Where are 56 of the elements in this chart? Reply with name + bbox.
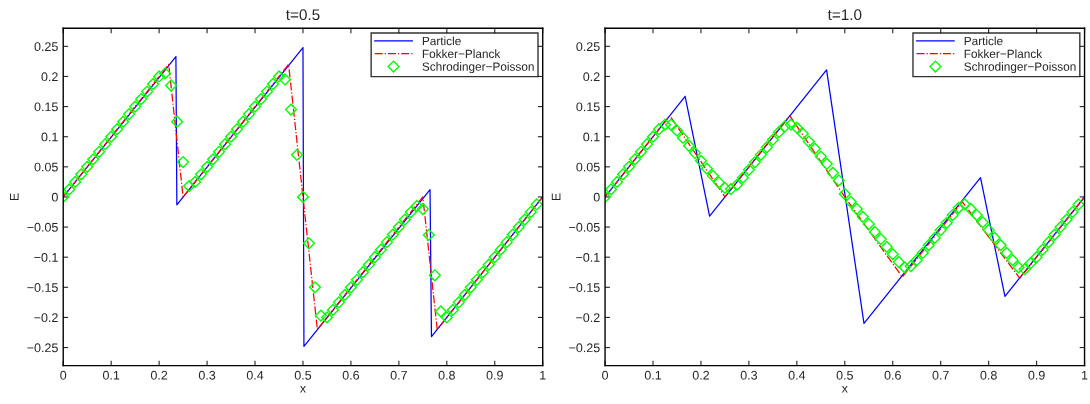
x-tick-label: 0.3 <box>740 370 758 380</box>
x-tick-label: 1 <box>1082 370 1088 380</box>
y-axis-title: E <box>9 193 19 201</box>
x-tick-label: 0.6 <box>884 370 901 380</box>
y-tick-label: −0.2 <box>576 313 600 323</box>
x-tick-label: 0.9 <box>1028 370 1045 380</box>
y-tick-label: 0.1 <box>583 132 600 142</box>
y-tick-label: 0.25 <box>34 42 58 51</box>
y-tick-label: 0.05 <box>34 162 58 172</box>
y-tick-label: 0.25 <box>576 42 600 51</box>
y-tick-label: 0.2 <box>41 72 58 82</box>
legend-label: Particle <box>964 36 1003 46</box>
y-tick-label: −0.2 <box>34 313 58 323</box>
y-tick-label: 0 <box>51 192 58 202</box>
y-tick-label: −0.25 <box>569 343 600 353</box>
legend-label: Fokker−Planck <box>964 49 1043 58</box>
chart-title: t=0.5 <box>286 9 320 21</box>
x-tick-label: 0.3 <box>198 370 216 380</box>
x-tick-label: 0.1 <box>644 370 662 380</box>
y-tick-label: −0.25 <box>27 343 58 353</box>
legend-label: Schrodinger−Poisson <box>422 62 534 74</box>
y-tick-label: −0.1 <box>576 252 600 262</box>
x-tick-label: 0 <box>60 370 67 380</box>
x-tick-label: 0 <box>602 370 609 380</box>
x-tick-label: 0.1 <box>102 370 120 380</box>
x-tick-label: 0.8 <box>980 370 997 380</box>
y-tick-label: −0.05 <box>27 222 58 232</box>
y-tick-label: 0.2 <box>583 72 600 82</box>
y-tick-label: 0.15 <box>576 102 600 112</box>
x-tick-label: 0.7 <box>932 370 949 380</box>
y-tick-label: −0.15 <box>569 283 600 292</box>
y-tick-label: 0.15 <box>34 102 58 112</box>
y-tick-label: −0.05 <box>569 222 600 232</box>
y-tick-label: 0.05 <box>576 162 600 172</box>
x-tick-label: 0.6 <box>342 370 360 380</box>
x-tick-label: 0.2 <box>692 370 710 380</box>
x-tick-label: 0.5 <box>294 370 312 380</box>
y-tick-label: 0 <box>593 192 600 202</box>
chart-title: t=1.0 <box>827 9 862 21</box>
y-tick-label: −0.1 <box>34 252 58 262</box>
x-tick-label: 1 <box>540 370 546 380</box>
x-tick-label: 0.9 <box>486 370 503 380</box>
x-tick-label: 0.5 <box>836 370 853 380</box>
y-tick-label: 0.1 <box>41 132 58 142</box>
y-tick-label: −0.15 <box>27 283 58 292</box>
x-axis-title: x <box>841 385 848 393</box>
legend-label: Particle <box>422 36 461 46</box>
x-tick-label: 0.4 <box>246 370 264 380</box>
x-axis-title: x <box>299 385 306 393</box>
x-tick-label: 0.7 <box>390 370 407 380</box>
x-tick-label: 0.4 <box>788 370 806 380</box>
x-tick-label: 0.8 <box>438 370 455 380</box>
y-axis-title: E <box>551 193 561 201</box>
legend-label: Schrodinger−Poisson <box>964 62 1076 74</box>
legend-label: Fokker−Planck <box>422 49 501 58</box>
x-tick-label: 0.2 <box>150 370 168 380</box>
